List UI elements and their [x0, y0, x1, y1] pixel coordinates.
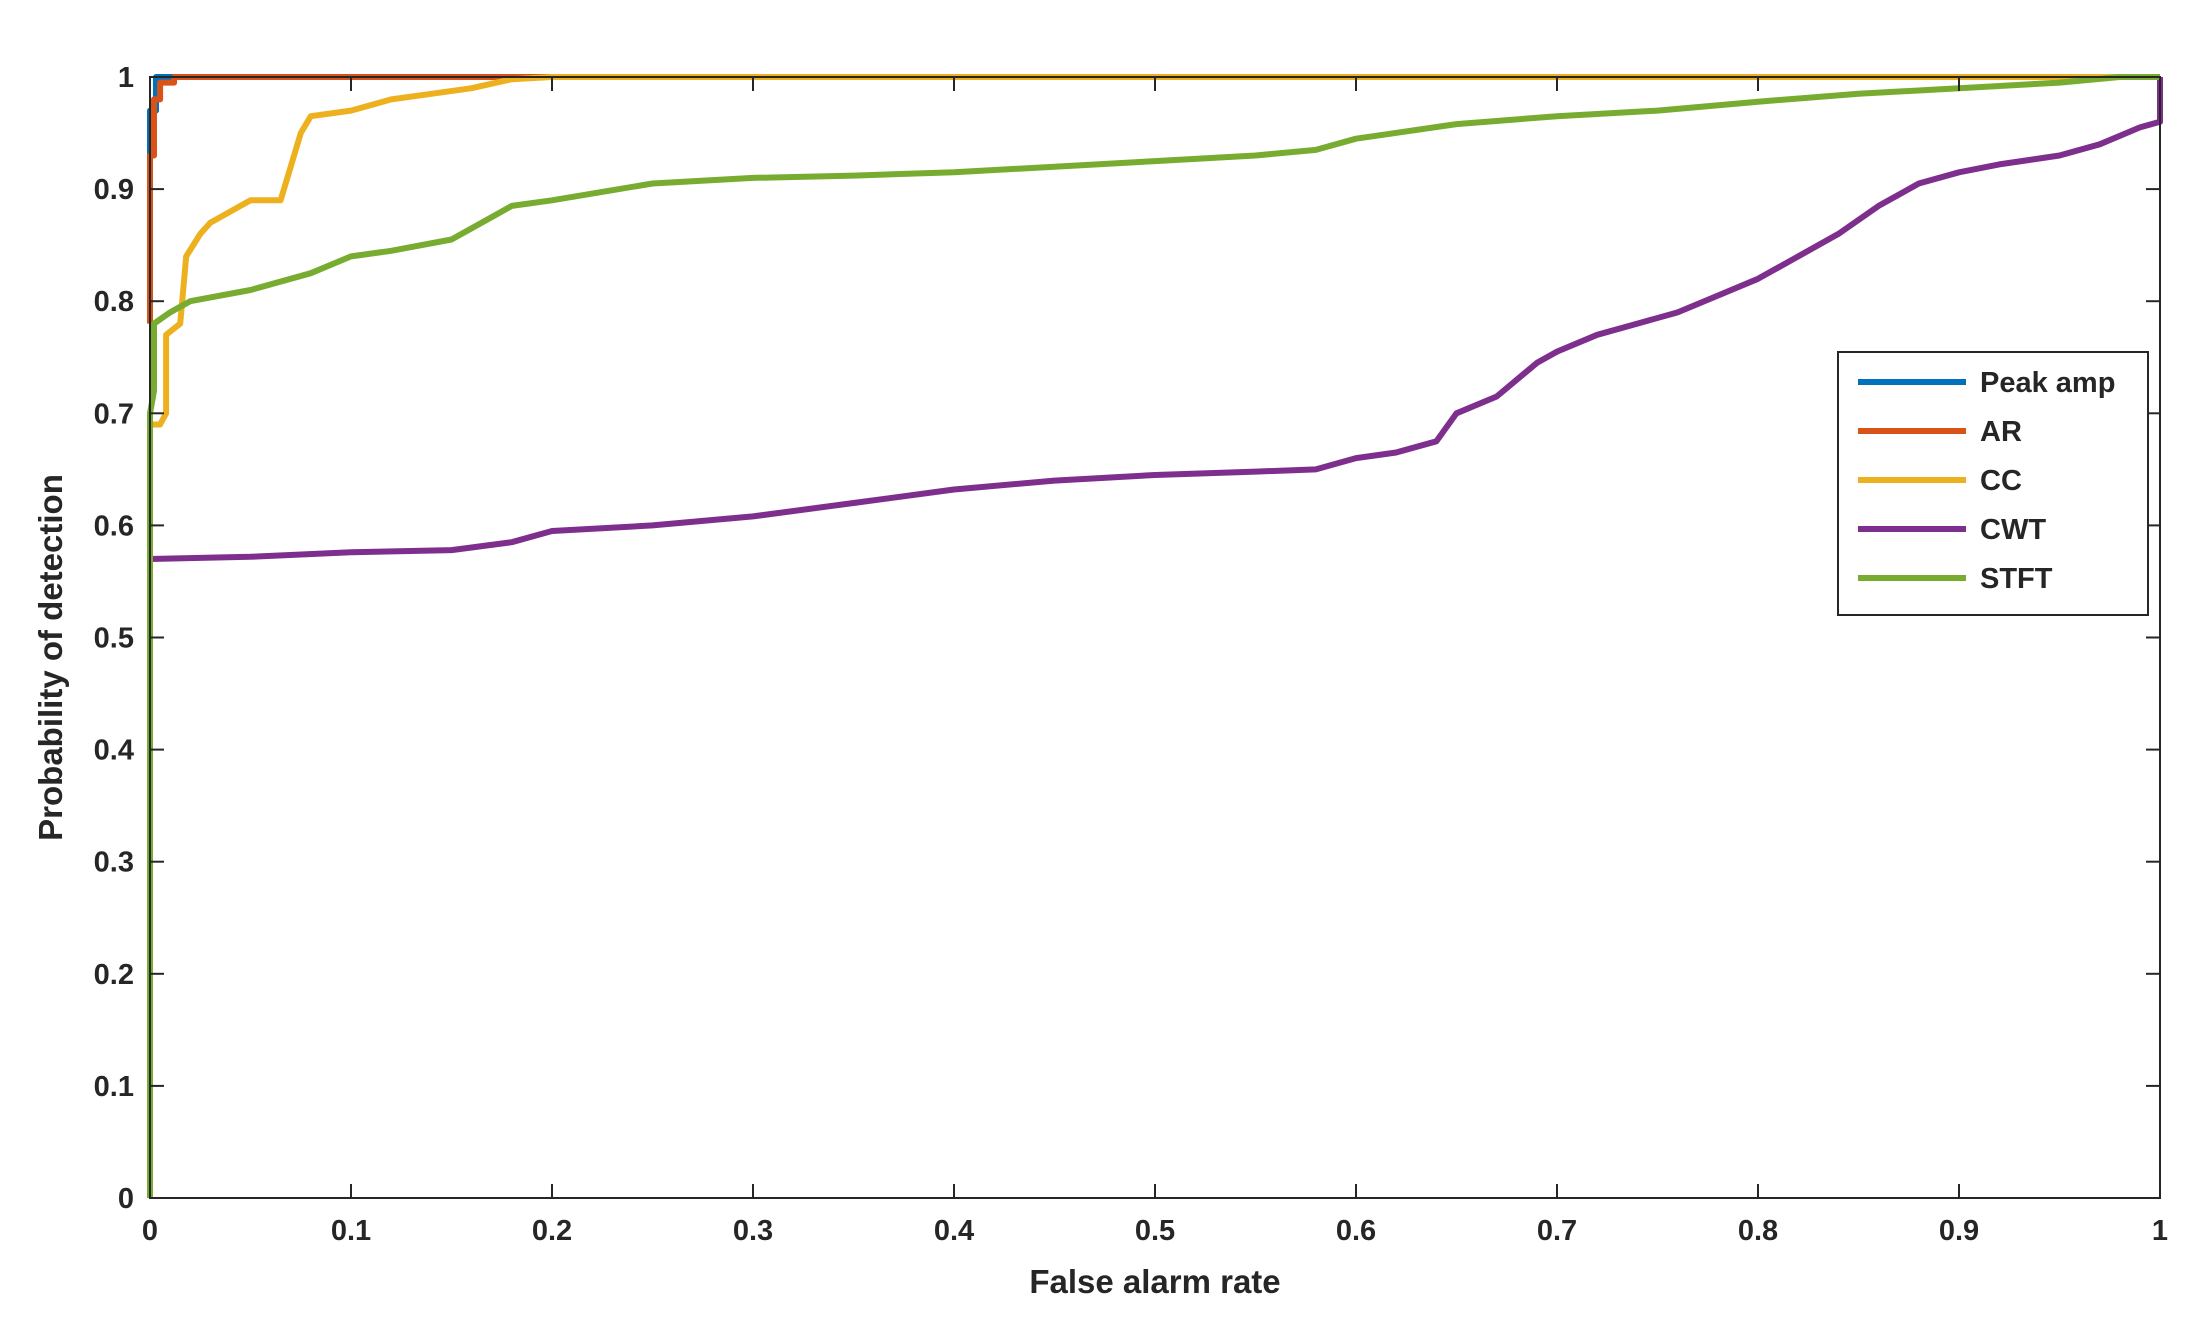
y-tick-label: 0.5 — [94, 623, 134, 655]
y-tick-label: 0.6 — [94, 510, 134, 542]
y-tick-label: 1 — [118, 62, 134, 94]
legend-label-ar: AR — [1980, 416, 2022, 448]
series-line-cwt — [149, 77, 2163, 562]
y-tick-label: 0 — [118, 1183, 134, 1215]
series-layer — [147, 74, 2163, 1198]
legend-box — [1837, 351, 2149, 616]
y-tick-label: 0.8 — [94, 286, 134, 318]
series-line-stft — [147, 74, 2160, 1198]
x-tick-label: 0.2 — [532, 1215, 572, 1247]
legend: Peak amp AR CC CWT STFT — [1837, 351, 2149, 616]
x-tick-label: 0.9 — [1939, 1215, 1979, 1247]
x-axis-label: False alarm rate — [1029, 1263, 1280, 1300]
y-tick-label: 0.9 — [94, 174, 134, 206]
ticks-layer: 0 0.1 0.2 0.3 0.4 0.5 0.6 0.7 0.8 0.9 1 0 0.1 0.2 0.3 0… — [94, 62, 2168, 1247]
series-line-cc — [150, 74, 2160, 428]
y-tick-label: 0.3 — [94, 847, 134, 879]
y-axis-label: Probability of detection — [32, 474, 69, 841]
legend-label-cc: CC — [1980, 465, 2022, 497]
y-tick-label: 0.1 — [94, 1071, 134, 1103]
y-tick-label: 0.7 — [94, 398, 134, 430]
x-tick-label: 0.7 — [1537, 1215, 1577, 1247]
legend-label-stft: STFT — [1980, 563, 2053, 595]
x-tick-label: 0 — [142, 1215, 158, 1247]
series-line-ar — [147, 74, 2160, 324]
legend-label-peak-amp: Peak amp — [1980, 367, 2115, 399]
x-tick-label: 1 — [2152, 1215, 2168, 1247]
x-tick-label: 0.5 — [1135, 1215, 1175, 1247]
x-tick-label: 0.4 — [934, 1215, 974, 1247]
y-tick-label: 0.2 — [94, 959, 134, 991]
y-tick-label: 0.4 — [94, 735, 134, 767]
legend-label-cwt: CWT — [1980, 514, 2046, 546]
x-tick-label: 0.1 — [331, 1215, 371, 1247]
x-tick-label: 0.6 — [1336, 1215, 1376, 1247]
axes-box — [149, 76, 2161, 1199]
x-tick-label: 0.8 — [1738, 1215, 1778, 1247]
x-tick-label: 0.3 — [733, 1215, 773, 1247]
